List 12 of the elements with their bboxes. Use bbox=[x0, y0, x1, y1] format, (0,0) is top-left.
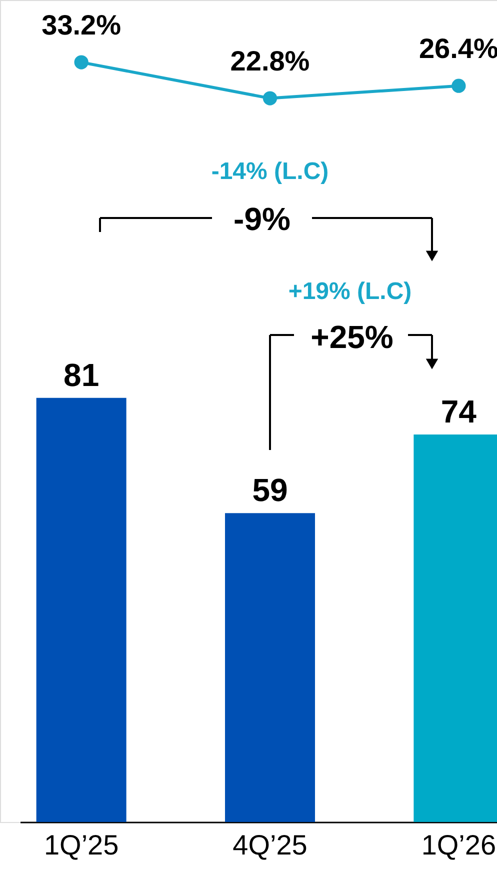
data-label: 81 bbox=[64, 356, 100, 393]
data-label: 59 bbox=[252, 472, 288, 508]
x-tick-label: 4Q’25 bbox=[232, 830, 308, 860]
annotation: -14% (L.C) bbox=[211, 158, 329, 185]
x-tick-label: 1Q’25 bbox=[44, 830, 119, 860]
x-tick-label: 1Q’26 bbox=[421, 830, 496, 860]
data-label: 22.8% bbox=[230, 45, 310, 76]
data-label: 74 bbox=[440, 394, 477, 430]
annotation: -9% bbox=[234, 201, 290, 237]
data-label: 33.2% bbox=[42, 9, 122, 40]
annotation: +19% (L.C) bbox=[288, 278, 412, 305]
annotation: +25% bbox=[310, 319, 394, 355]
